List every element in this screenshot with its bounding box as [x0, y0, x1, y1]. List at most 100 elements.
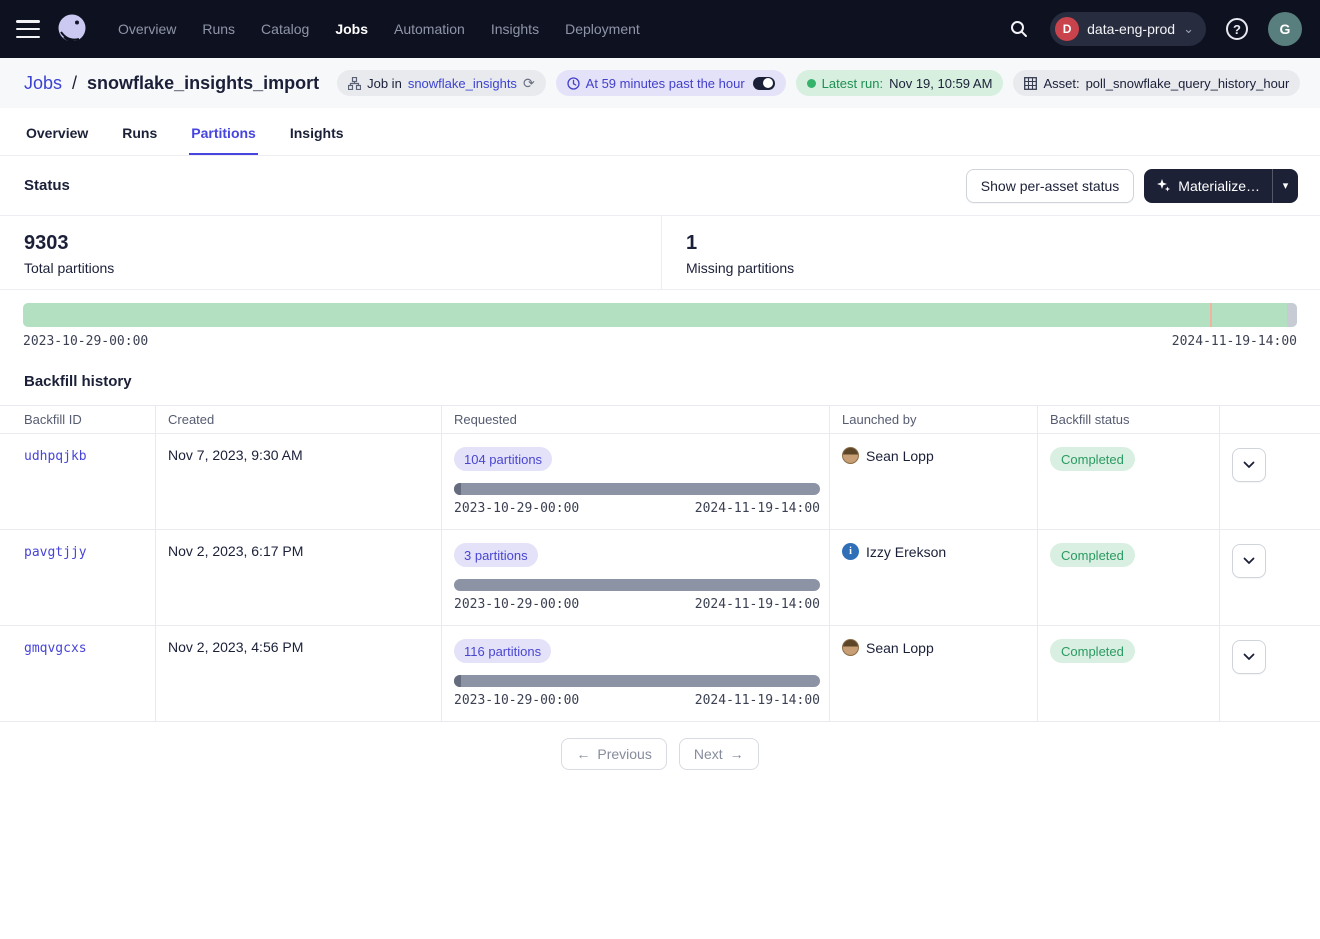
asset-table-icon [1024, 76, 1038, 90]
backfill-progress-bar[interactable] [454, 483, 820, 495]
col-backfill-status: Backfill status [1037, 406, 1219, 433]
status-badge: Completed [1050, 447, 1135, 471]
deployment-switcher[interactable]: D data-eng-prod ⌄ [1050, 12, 1206, 46]
backfill-range-start: 2023-10-29-00:00 [454, 597, 580, 612]
asset-link[interactable]: poll_snowflake_query_history_hour [1085, 75, 1290, 91]
arrow-left-icon: ← [576, 746, 591, 762]
user-photo-avatar [842, 447, 859, 464]
top-nav: Overview Runs Catalog Jobs Automation In… [0, 0, 1320, 58]
total-partitions-value: 9303 [24, 232, 69, 254]
help-icon[interactable]: ? [1220, 12, 1254, 46]
nav-item-insights[interactable]: Insights [490, 21, 540, 37]
pagination: ← Previous Next → [0, 738, 1320, 770]
row-menu-button[interactable] [1232, 448, 1266, 482]
previous-page-button[interactable]: ← Previous [561, 738, 667, 770]
backfill-history-title: Backfill history [24, 373, 132, 390]
materialize-split-button: Materialize… ▾ [1144, 168, 1298, 203]
reload-icon[interactable]: ⟳ [522, 74, 535, 91]
col-launched-by: Launched by [829, 406, 1037, 433]
backfill-history-table: Backfill ID Created Requested Launched b… [0, 405, 1320, 722]
created-cell: Nov 7, 2023, 9:30 AM [155, 434, 441, 529]
job-graph-icon [348, 76, 362, 90]
backfill-progress-bar[interactable] [454, 579, 820, 591]
backfill-id-link[interactable]: udhpqjkb [24, 449, 87, 464]
requested-cell: 3 partitions 2023-10-29-00:00 2024-11-19… [441, 530, 829, 625]
backfill-id-link[interactable]: pavgtjjy [24, 545, 87, 560]
tab-insights[interactable]: Insights [289, 125, 344, 141]
dagster-logo-icon[interactable] [54, 11, 90, 47]
user-avatar[interactable]: G [1268, 12, 1302, 46]
status-header: Status Show per-asset status Materialize… [0, 156, 1320, 216]
backfill-range-start: 2023-10-29-00:00 [454, 693, 580, 708]
partition-counts: 9303 Total partitions 1 Missing partitio… [0, 216, 1320, 290]
nav-item-automation[interactable]: Automation [394, 21, 465, 37]
menu-icon[interactable] [16, 20, 40, 38]
primary-nav: Overview Runs Catalog Jobs Automation In… [118, 21, 640, 37]
repo-link[interactable]: snowflake_insights [407, 75, 517, 91]
sparkle-icon [1156, 178, 1171, 193]
missing-partitions-value: 1 [686, 232, 698, 254]
search-icon[interactable] [1002, 12, 1036, 46]
nav-item-overview[interactable]: Overview [118, 21, 177, 37]
nav-right-controls: D data-eng-prod ⌄ ? G [1002, 12, 1302, 46]
backfill-range-end: 2024-11-19-14:00 [694, 597, 820, 612]
requested-cell: 116 partitions 2023-10-29-00:00 2024-11-… [441, 626, 829, 721]
created-cell: Nov 2, 2023, 6:17 PM [155, 530, 441, 625]
tab-runs[interactable]: Runs [122, 125, 158, 141]
partitions-count-pill[interactable]: 116 partitions [454, 639, 552, 663]
partition-health: 2023-10-29-00:00 2024-11-19-14:00 [0, 290, 1320, 349]
table-row: pavgtjjy Nov 2, 2023, 6:17 PM 3 partitio… [0, 530, 1320, 626]
table-row: gmqvgcxs Nov 2, 2023, 4:56 PM 116 partit… [0, 626, 1320, 722]
col-backfill-id: Backfill ID [24, 412, 82, 427]
backfill-progress-bar[interactable] [454, 675, 820, 687]
launched-by-cell: i Izzy Erekson [842, 543, 1025, 560]
col-actions [1219, 406, 1320, 433]
missing-partition-segment [1287, 303, 1297, 327]
requested-cell: 104 partitions 2023-10-29-00:00 2024-11-… [441, 434, 829, 529]
schedule-label: At 59 minutes past the hour [585, 75, 745, 91]
status-title: Status [24, 177, 70, 194]
status-badge: Completed [1050, 639, 1135, 663]
launcher-name: Sean Lopp [866, 639, 934, 656]
launcher-name: Sean Lopp [866, 447, 934, 464]
tab-partitions[interactable]: Partitions [189, 113, 258, 155]
asset-label: Asset: [1043, 75, 1080, 91]
materialize-button[interactable]: Materialize… [1144, 169, 1272, 203]
partition-range-labels: 2023-10-29-00:00 2024-11-19-14:00 [23, 334, 1297, 349]
launcher-name: Izzy Erekson [866, 543, 947, 560]
latest-run-label: Latest run: [821, 75, 884, 91]
materialize-caret-button[interactable]: ▾ [1272, 168, 1298, 203]
range-start-label: 2023-10-29-00:00 [23, 334, 149, 349]
table-header-row: Backfill ID Created Requested Launched b… [0, 406, 1320, 434]
run-status-dot-icon [806, 78, 816, 88]
total-partitions: 9303 Total partitions [0, 216, 662, 289]
partitions-count-pill[interactable]: 3 partitions [454, 543, 538, 567]
failed-partition-marker [1210, 303, 1213, 327]
schedule-toggle[interactable] [752, 76, 775, 90]
row-menu-button[interactable] [1232, 640, 1266, 674]
col-requested: Requested [441, 406, 829, 433]
breadcrumb-jobs-link[interactable]: Jobs [24, 72, 63, 93]
partitions-count-pill[interactable]: 104 partitions [454, 447, 553, 471]
partition-health-bar[interactable] [23, 303, 1297, 327]
job-tabs: Overview Runs Partitions Insights [0, 108, 1320, 156]
backfill-id-link[interactable]: gmqvgcxs [24, 641, 87, 656]
deployment-badge: D [1055, 17, 1080, 41]
chevron-down-icon: ⌄ [1183, 21, 1194, 36]
launched-by-cell: Sean Lopp [842, 639, 1025, 656]
range-end-label: 2024-11-19-14:00 [1171, 334, 1297, 349]
latest-run-time[interactable]: Nov 19, 10:59 AM [889, 75, 993, 91]
nav-item-jobs[interactable]: Jobs [335, 21, 368, 37]
nav-item-runs[interactable]: Runs [202, 21, 236, 37]
chevron-down-icon [1243, 557, 1255, 564]
nav-item-deployment[interactable]: Deployment [565, 21, 640, 37]
show-per-asset-status-button[interactable]: Show per-asset status [965, 168, 1135, 203]
nav-item-catalog[interactable]: Catalog [261, 21, 310, 37]
tab-overview[interactable]: Overview [26, 125, 89, 141]
row-menu-button[interactable] [1232, 544, 1266, 578]
deployment-name: data-eng-prod [1087, 21, 1176, 37]
latest-run-badge: Latest run: Nov 19, 10:59 AM [795, 70, 1004, 96]
materialize-label: Materialize… [1178, 177, 1260, 194]
next-page-button[interactable]: Next → [678, 738, 759, 770]
